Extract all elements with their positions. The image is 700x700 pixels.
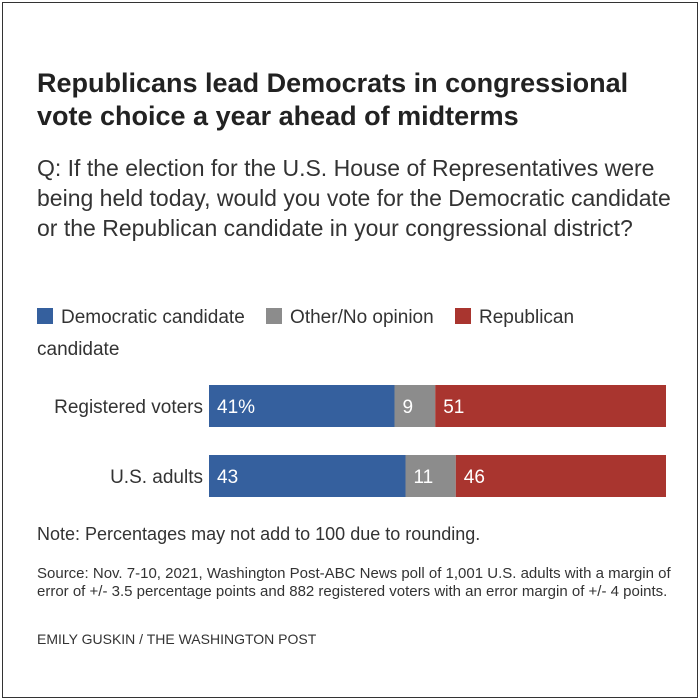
bar-segment-other xyxy=(405,455,456,497)
legend-label-democratic: Democratic candidate xyxy=(61,307,245,328)
legend-item-democratic: Democratic candidate xyxy=(37,307,245,328)
bar-segment-democratic xyxy=(209,385,395,427)
legend-item-other: Other/No opinion xyxy=(266,307,434,328)
legend-swatch-other xyxy=(266,308,283,324)
chart-source: Source: Nov. 7-10, 2021, Washington Post… xyxy=(37,565,671,600)
chart-note: Note: Percentages may not add to 100 due… xyxy=(37,524,481,544)
bar-segment-republican xyxy=(435,385,666,427)
bar-value-label: 51 xyxy=(443,397,464,418)
bar-value-label: 11 xyxy=(414,467,434,488)
legend-item-republican: Republican candidate xyxy=(37,307,574,360)
survey-question: Q: If the election for the U.S. House of… xyxy=(37,155,671,241)
legend-label-republican: Republican candidate xyxy=(37,307,575,360)
chart-title: Republicans lead Democrats in congressio… xyxy=(37,68,629,131)
category-label: Registered voters xyxy=(54,397,203,418)
bar-segment-other xyxy=(394,385,436,427)
legend-swatch-republican xyxy=(454,308,471,324)
bar-segment-republican xyxy=(455,455,666,497)
bar-value-label: 43 xyxy=(217,467,238,488)
category-label: U.S. adults xyxy=(110,467,203,488)
bar-segment-democratic xyxy=(209,455,406,497)
bar-value-label: 9 xyxy=(403,397,414,418)
legend-label-other: Other/No opinion xyxy=(290,307,434,328)
legend: Democratic candidate Other/No opinion Re… xyxy=(37,302,637,366)
legend-swatch-democratic xyxy=(37,308,53,324)
chart-credit: EMILY GUSKIN / THE WASHINGTON POST xyxy=(37,631,317,647)
bar-value-label: 46 xyxy=(464,467,485,488)
stacked-bar-chart: Registered voters 41% 9 51 U.S. adults 43 11 46 xyxy=(54,385,666,497)
bar-value-label: 41% xyxy=(217,397,255,418)
